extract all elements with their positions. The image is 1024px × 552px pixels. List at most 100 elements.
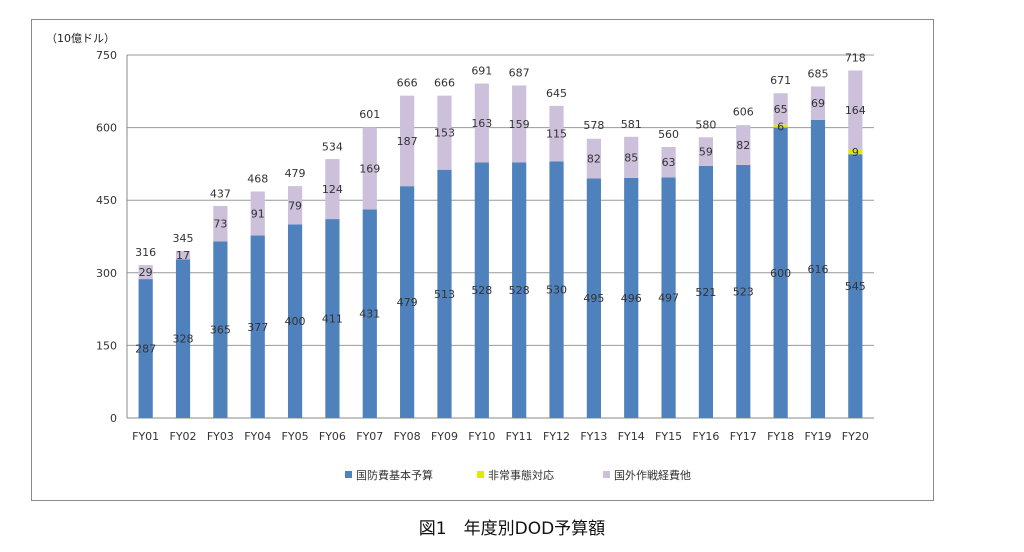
data-label: 9: [852, 146, 859, 159]
y-axis-unit-label: （10億ドル）: [46, 32, 115, 45]
bar-segment: [362, 127, 377, 210]
bar-segment: [698, 165, 714, 418]
x-tick-label: FY08: [394, 430, 421, 443]
y-tick-label: 600: [96, 122, 117, 135]
x-tick-label: FY15: [655, 430, 682, 443]
y-tick-label: 0: [110, 412, 117, 425]
x-tick-label: FY10: [468, 430, 495, 443]
bar-segment: [325, 219, 340, 418]
legend-label: 非常事態対応: [488, 468, 554, 482]
total-label: 687: [509, 66, 530, 79]
data-label: 479: [397, 296, 418, 309]
bar-segment: [848, 149, 863, 155]
x-tick-label: FY13: [580, 430, 607, 443]
legend-swatch: [345, 471, 352, 478]
data-label: 431: [359, 308, 380, 321]
data-label: 513: [434, 288, 455, 301]
bar-segment: [848, 154, 863, 418]
data-label: 545: [845, 280, 866, 293]
total-label: 581: [621, 118, 642, 131]
chart-frame: （10億ドル） 0 150 300 450 600 750 FY01 FY02 FY03 FY04…: [31, 19, 934, 501]
x-tick-label: FY04: [244, 430, 271, 443]
data-label: 528: [509, 284, 530, 297]
x-tick-label: FY03: [207, 430, 234, 443]
data-label: 365: [210, 324, 231, 337]
total-label: 666: [397, 77, 418, 90]
x-tick-label: FY14: [618, 430, 645, 443]
total-label: 534: [322, 141, 343, 154]
bar-segment: [549, 161, 564, 419]
x-tick-label: FY11: [506, 430, 533, 443]
bar-segment: [474, 162, 489, 418]
bar-segment: [512, 162, 527, 418]
total-label: 671: [770, 74, 791, 87]
bar-segment: [586, 178, 601, 418]
bar-segment: [362, 209, 377, 418]
bar-segment: [437, 95, 452, 170]
y-tick-label: 300: [96, 267, 117, 280]
data-label: 82: [736, 139, 750, 152]
bar-segment: [736, 125, 751, 165]
legend-label: 国防費基本予算: [356, 468, 433, 482]
data-label: 91: [251, 208, 265, 221]
legend-swatch: [477, 471, 484, 478]
data-label: 496: [621, 292, 642, 305]
data-label: 528: [471, 284, 492, 297]
total-label: 479: [285, 167, 306, 180]
data-label: 82: [587, 153, 601, 166]
bar-segment: [661, 146, 676, 178]
total-label: 578: [583, 119, 604, 132]
bar-segment: [325, 159, 340, 220]
total-label: 345: [173, 232, 194, 245]
bar-segment: [698, 137, 714, 166]
data-label: 29: [139, 266, 153, 279]
y-tick-label: 450: [96, 194, 117, 207]
bar-segment: [213, 241, 228, 418]
data-label: 79: [288, 199, 302, 212]
bar-segment: [773, 93, 788, 125]
data-label: 495: [583, 292, 604, 305]
x-tick-label: FY07: [356, 430, 383, 443]
bar-segment: [437, 169, 452, 418]
x-tick-label: FY05: [282, 430, 309, 443]
data-label: 523: [733, 285, 754, 298]
data-label: 187: [397, 135, 418, 148]
bar-segment: [810, 86, 826, 120]
data-label: 164: [845, 104, 866, 117]
bar-segment: [810, 119, 826, 418]
data-label: 328: [173, 333, 194, 346]
x-tick-label: FY01: [132, 430, 159, 443]
figure-caption: 図1 年度別DOD予算額: [418, 519, 606, 539]
data-label: 63: [662, 156, 676, 169]
total-label: 316: [135, 246, 156, 259]
bar-segment: [661, 177, 676, 418]
bar-segment: [250, 235, 265, 418]
bar-segment: [773, 127, 788, 418]
data-label: 163: [471, 117, 492, 130]
bar-segment: [474, 83, 489, 163]
dod-budget-chart: （10億ドル） 0 150 300 450 600 750 FY01 FY02 FY03 FY04…: [46, 32, 874, 482]
bar-segment: [175, 251, 191, 260]
data-label: 411: [322, 313, 343, 326]
total-label: 666: [434, 77, 455, 90]
data-label: 521: [695, 286, 716, 299]
data-label: 69: [811, 97, 825, 110]
bar-segment: [736, 164, 751, 418]
data-label: 73: [213, 218, 227, 231]
total-label: 601: [359, 108, 380, 121]
legend-label: 国外作戦経費他: [614, 468, 691, 482]
legend-swatch: [603, 471, 610, 478]
total-label: 468: [247, 172, 268, 185]
x-tick-label: FY09: [431, 430, 458, 443]
bar-segment: [624, 136, 639, 178]
x-tick-label: FY19: [804, 430, 831, 443]
bar-segment: [624, 177, 639, 418]
bar-segment: [213, 206, 228, 242]
bar-segment: [549, 105, 564, 162]
bar-segment: [773, 124, 788, 128]
data-label: 616: [807, 263, 828, 276]
data-label: 159: [509, 118, 530, 131]
y-tick-label: 150: [96, 339, 117, 352]
total-label: 560: [658, 128, 679, 141]
data-label: 169: [359, 162, 380, 175]
